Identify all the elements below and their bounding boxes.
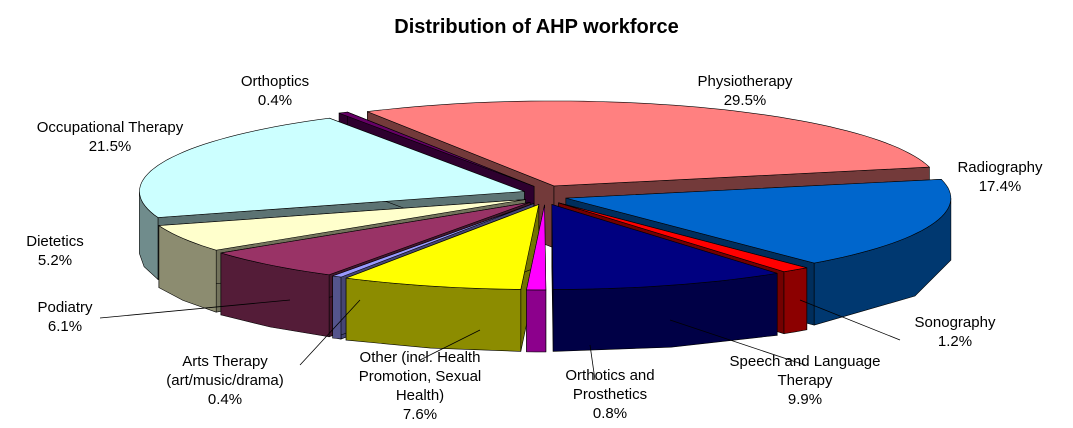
value-label: 0.4% [207,391,243,408]
slice-label: Orthoptics 0.4% [190,72,360,110]
slice-label: Other (incl. Health Promotion, Sexual He… [335,348,505,424]
slice-top [220,202,531,276]
slice-label: Arts Therapy (art/music/drama) 0.4% [140,352,310,409]
value-label: 0.8% [592,405,628,422]
value-label: 1.2% [937,333,973,350]
slice-label: Orthotics and Prosthetics 0.8% [525,366,695,423]
slice-label: Physiotherapy 29.5% [660,72,830,110]
category-label: Speech and Language Therapy [729,353,881,389]
slice-label: Speech and Language Therapy 9.9% [720,352,890,409]
leader-line [799,299,901,341]
slice-top [526,204,547,291]
leader-line [299,299,361,366]
category-label: Podiatry [37,299,93,316]
slice-label: Radiography 17.4% [915,158,1073,196]
slice-top [338,111,535,187]
slice-top [551,204,778,290]
slice-label: Sonography 1.2% [870,313,1040,351]
slice-top [157,199,526,251]
slice-label: Occupational Therapy 21.5% [25,118,195,156]
leader-line [419,329,481,361]
value-label: 0.4% [257,92,293,109]
category-label: Arts Therapy (art/music/drama) [166,353,284,389]
slice [551,204,778,352]
slice-label: Dietetics 5.2% [0,232,140,270]
slice-side [526,289,547,353]
value-label: 29.5% [723,92,767,109]
leader-line [669,319,806,366]
slice-top [139,117,525,218]
category-label: Orthotics and Prosthetics [565,367,655,403]
chart-title: Distribution of AHP workforce [394,16,679,38]
value-label: 5.2% [37,252,73,269]
leader-line [589,344,596,381]
category-label: Orthoptics [240,73,310,90]
slice [526,204,547,353]
value-label: 6.1% [47,318,83,335]
value-label: 7.6% [402,406,438,423]
category-label: Other (incl. Health Promotion, Sexual He… [358,349,482,404]
slice-top [367,100,931,187]
slice-top [558,202,807,273]
slice-side [783,267,808,335]
slice [345,204,540,352]
slice-top [565,178,952,264]
slice-top [345,204,540,290]
category-label: Dietetics [26,233,84,250]
slice-top [332,203,534,278]
slice-side [332,275,342,340]
value-label: 9.9% [787,391,823,408]
value-label: 17.4% [978,178,1022,195]
category-label: Sonography [914,314,996,331]
category-label: Occupational Therapy [36,119,184,136]
slice-label: Podiatry 6.1% [0,298,150,336]
leader-line [99,299,291,319]
category-label: Radiography [957,159,1043,176]
value-label: 21.5% [88,138,132,155]
category-label: Physiotherapy [697,73,793,90]
